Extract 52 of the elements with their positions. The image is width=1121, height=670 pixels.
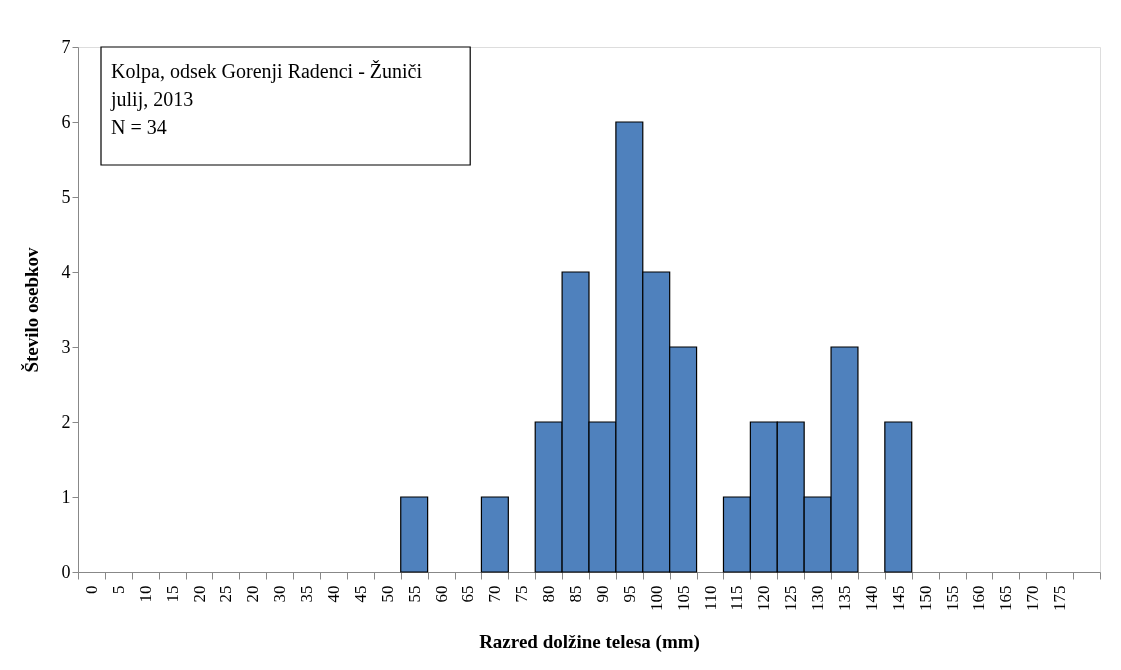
x-tick-label: 75 xyxy=(512,585,532,603)
x-tick-label: 160 xyxy=(969,585,989,611)
x-tick-label: 20 xyxy=(189,585,209,603)
y-tick-label: 2 xyxy=(61,411,71,432)
x-tick-label: 60 xyxy=(431,585,451,603)
bar xyxy=(480,496,509,573)
y-tick-label: 1 xyxy=(61,486,71,507)
y-tick-label: 7 xyxy=(61,36,71,57)
x-tick-label: 70 xyxy=(485,585,505,603)
x-tick-label: 25 xyxy=(216,585,236,603)
x-tick-label: 35 xyxy=(297,585,317,603)
x-tick-label: 105 xyxy=(673,585,693,611)
x-tick-label: 155 xyxy=(942,585,962,611)
y-tick-label: 6 xyxy=(61,111,71,132)
annotation: N = 34 xyxy=(111,116,167,138)
y-tick-label: 4 xyxy=(61,261,71,282)
x-tick-label: 140 xyxy=(861,585,881,611)
x-tick-label: 90 xyxy=(592,585,612,603)
bar xyxy=(884,421,913,573)
x-tick-label: 135 xyxy=(835,585,854,611)
annotation: julij, 2013 xyxy=(110,88,194,111)
x-tick-label: 10 xyxy=(135,585,155,603)
x-tick-label: 85 xyxy=(566,585,586,603)
x-tick-label: 175 xyxy=(1050,585,1070,611)
x-tick-label: 65 xyxy=(458,585,478,603)
x-tick-label: 130 xyxy=(808,585,828,611)
x-tick-label: 30 xyxy=(270,585,290,603)
y-axis-title: Število osebkov xyxy=(20,246,42,373)
x-tick-label: 80 xyxy=(539,585,559,603)
x-tick-label: 110 xyxy=(700,585,720,611)
x-tick-label: 0 xyxy=(81,585,101,594)
x-tick-label: 15 xyxy=(162,585,182,603)
x-tick-label: 5 xyxy=(108,585,128,594)
x-tick-label: 120 xyxy=(754,585,774,611)
x-tick-label: 95 xyxy=(619,585,639,603)
y-tick-label: 3 xyxy=(61,336,71,357)
x-tick-label: 50 xyxy=(377,585,397,603)
x-tick-label: 125 xyxy=(781,585,801,611)
y-tick-label: 5 xyxy=(61,186,71,207)
x-tick-label: 145 xyxy=(888,585,908,611)
bar xyxy=(400,496,429,573)
x-tick-label: 40 xyxy=(324,585,343,603)
x-tick-label: 165 xyxy=(996,585,1016,611)
x-axis-title: Razred dolžine telesa (mm) xyxy=(479,631,700,653)
x-tick-label: 20 xyxy=(243,585,263,603)
x-tick-label: 115 xyxy=(727,585,747,611)
x-tick-label: 100 xyxy=(646,585,666,611)
x-tick-label: 55 xyxy=(404,585,424,603)
x-tick-label: 45 xyxy=(350,585,370,603)
x-tick-label: 170 xyxy=(1023,585,1043,611)
annotation: Kolpa, odsek Gorenji Radenci - Žuniči xyxy=(111,60,423,83)
x-tick-label: 150 xyxy=(915,585,935,611)
